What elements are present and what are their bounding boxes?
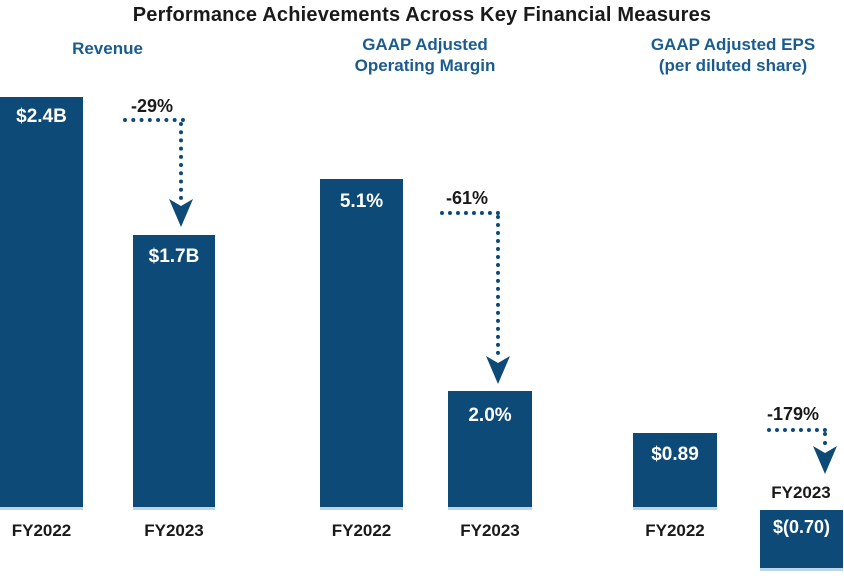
- bar-value-label: 2.0%: [468, 405, 512, 426]
- down-arrow-icon: [813, 446, 837, 474]
- axis-label-revenue-fy2022: FY2022: [11, 521, 72, 540]
- bar-eps-fy2023-negative: $(0.70): [760, 510, 843, 571]
- heading-line: Operating Margin: [354, 56, 496, 75]
- axis-label-margin-fy2022: FY2022: [331, 521, 392, 540]
- axis-label-revenue-fy2023: FY2023: [144, 521, 204, 540]
- dotted-elbow-line: [496, 215, 500, 355]
- heading-line: Revenue: [72, 39, 143, 58]
- change-label-margin: -61%: [445, 188, 489, 208]
- heading-line: (per diluted share): [658, 56, 808, 75]
- axis-label-eps-fy2022: FY2022: [645, 521, 705, 540]
- bar-value-label: $(0.70): [772, 517, 831, 537]
- dotted-elbow-line: [123, 118, 185, 122]
- chart-title: Performance Achievements Across Key Fina…: [132, 4, 712, 26]
- axis-label-margin-fy2023: FY2023: [460, 521, 520, 540]
- heading-line: GAAP Adjusted EPS: [650, 35, 816, 54]
- change-label-revenue: -29%: [130, 96, 174, 116]
- bar-value-label: 5.1%: [339, 191, 384, 212]
- down-arrow-icon: [169, 199, 193, 227]
- bar-value-label: $1.7B: [148, 246, 200, 267]
- bar-margin-fy2022: 5.1%: [320, 179, 403, 510]
- dotted-elbow-line: [179, 122, 183, 200]
- bar-revenue-fy2022: $2.4B: [0, 97, 83, 510]
- bar-value-label: $0.89: [651, 444, 699, 465]
- dotted-elbow-line: [440, 211, 500, 215]
- change-label-eps: -179%: [766, 404, 820, 424]
- bar-value-label: $2.4B: [16, 106, 67, 127]
- axis-label-eps-fy2023: FY2023: [771, 483, 831, 502]
- down-arrow-icon: [486, 356, 510, 384]
- heading-line: GAAP Adjusted: [362, 35, 488, 54]
- bar-revenue-fy2023: $1.7B: [133, 235, 215, 510]
- panel-heading-eps: GAAP Adjusted EPS (per diluted share): [618, 34, 844, 76]
- panel-heading-revenue: Revenue: [0, 38, 215, 59]
- dotted-elbow-line: [823, 432, 827, 445]
- bar-eps-fy2022: $0.89: [633, 433, 717, 510]
- panel-heading-operating-margin: GAAP Adjusted Operating Margin: [310, 34, 540, 76]
- bar-margin-fy2023: 2.0%: [448, 391, 532, 510]
- dotted-elbow-line: [767, 428, 827, 432]
